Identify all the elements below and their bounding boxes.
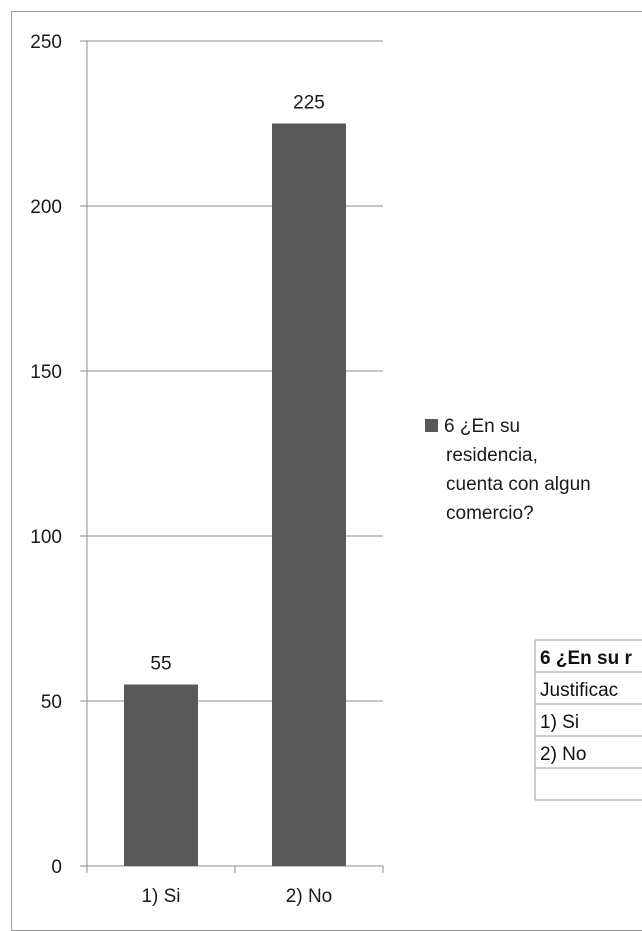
legend-label-line: cuenta con algun bbox=[446, 474, 591, 495]
y-tick-label: 150 bbox=[30, 362, 62, 383]
y-tick-label: 0 bbox=[51, 857, 62, 878]
legend-label-line: residencia, bbox=[446, 445, 538, 466]
data-table: 6 ¿En su r Justificac 1) Si 2) No bbox=[534, 639, 642, 801]
x-tick-label: 2) No bbox=[286, 886, 332, 907]
table-cell: 1) Si bbox=[540, 712, 579, 733]
table-cell: 2) No bbox=[540, 744, 586, 765]
data-label: 225 bbox=[293, 93, 325, 114]
legend: 6 ¿En su residencia, cuenta con algun comer… bbox=[425, 416, 591, 524]
y-tick-label: 50 bbox=[41, 692, 62, 713]
legend-swatch bbox=[425, 419, 438, 432]
y-tick-label: 100 bbox=[30, 527, 62, 548]
table-cell: Justificac bbox=[540, 680, 618, 701]
table-header-cell: 6 ¿En su r bbox=[540, 648, 632, 669]
y-tick-label: 200 bbox=[30, 197, 62, 218]
legend-label-line: comercio? bbox=[446, 503, 534, 524]
bars bbox=[124, 123, 346, 866]
legend-label-line: 6 ¿En su bbox=[444, 416, 520, 437]
data-label: 55 bbox=[150, 654, 171, 675]
labels: 0 50 100 150 200 250 55 1) Si 225 2) No bbox=[30, 32, 332, 907]
bar bbox=[124, 684, 198, 866]
x-tick-label: 1) Si bbox=[141, 886, 180, 907]
y-tick-label: 250 bbox=[30, 32, 62, 53]
bar bbox=[272, 123, 346, 866]
